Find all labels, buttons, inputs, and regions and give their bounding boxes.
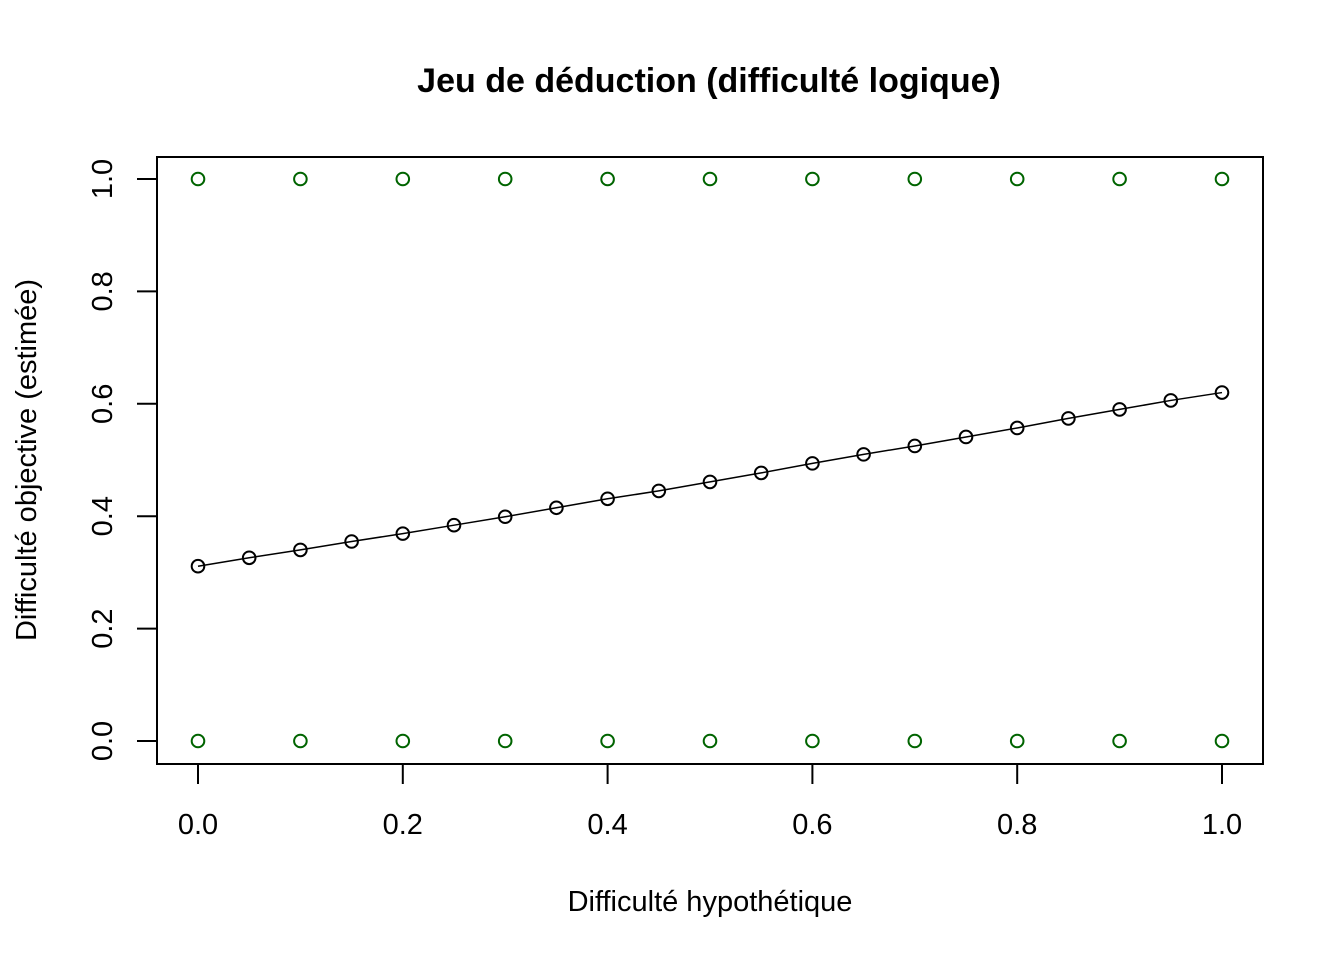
x-tick-label: 1.0 bbox=[1202, 809, 1242, 841]
y-axis: 0.0 0.2 0.4 0.6 0.8 1.0 bbox=[87, 159, 158, 761]
data-point bbox=[1009, 733, 1025, 749]
chart-title: Jeu de déduction (difficulté logique) bbox=[417, 62, 1001, 100]
y-tick-label: 0.2 bbox=[87, 608, 119, 648]
data-point bbox=[805, 456, 820, 471]
data-point bbox=[1214, 733, 1230, 749]
data-point bbox=[395, 526, 411, 541]
y-tick-label: 0.0 bbox=[87, 721, 119, 761]
y-tick-label: 1.0 bbox=[87, 159, 119, 199]
data-point bbox=[907, 438, 923, 454]
data-point bbox=[600, 491, 615, 507]
data-point bbox=[856, 447, 871, 462]
y-tick-label: 0.6 bbox=[87, 384, 119, 424]
data-point bbox=[958, 429, 974, 445]
data-point bbox=[190, 171, 206, 187]
data-point bbox=[805, 733, 820, 749]
data-point bbox=[293, 542, 308, 558]
data-point bbox=[344, 534, 359, 549]
data-point bbox=[1214, 385, 1230, 400]
series-2 bbox=[190, 733, 1230, 749]
data-point bbox=[395, 733, 411, 749]
data-point bbox=[395, 171, 411, 187]
x-tick-label: 0.0 bbox=[178, 809, 218, 841]
y-axis-label: Difficulté objective (estimée) bbox=[11, 279, 43, 641]
x-axis-label: Difficulté hypothétique bbox=[568, 886, 853, 918]
data-point bbox=[190, 733, 206, 749]
data-point bbox=[497, 509, 513, 525]
data-point bbox=[497, 733, 513, 749]
data-point bbox=[1163, 393, 1179, 408]
data-point bbox=[1112, 402, 1127, 417]
data-point bbox=[907, 171, 923, 187]
series-line bbox=[197, 391, 1223, 567]
series-1 bbox=[190, 171, 1230, 187]
y-tick-label: 0.4 bbox=[87, 496, 119, 536]
series-0 bbox=[190, 385, 1230, 574]
x-tick-label: 0.8 bbox=[997, 809, 1037, 841]
data-point bbox=[497, 171, 513, 187]
data-point bbox=[702, 474, 718, 490]
plot-frame bbox=[156, 156, 1264, 765]
data-point bbox=[702, 733, 718, 749]
data-point bbox=[1112, 733, 1127, 749]
data-point bbox=[753, 465, 769, 481]
x-tick-label: 0.2 bbox=[383, 809, 423, 841]
data-point bbox=[190, 558, 206, 574]
data-point bbox=[1214, 171, 1230, 187]
y-tick-label: 0.8 bbox=[87, 271, 119, 311]
data-point bbox=[1009, 171, 1025, 187]
data-point bbox=[1061, 411, 1076, 426]
data-point bbox=[241, 550, 257, 566]
data-point bbox=[1009, 420, 1025, 436]
data-point bbox=[1112, 171, 1127, 187]
series-layer bbox=[190, 171, 1230, 749]
data-point bbox=[600, 171, 615, 187]
data-point bbox=[702, 171, 718, 187]
data-point bbox=[805, 171, 820, 187]
x-tick-label: 0.4 bbox=[587, 809, 627, 841]
data-point bbox=[293, 733, 308, 749]
data-point bbox=[293, 171, 308, 187]
x-tick-label: 0.6 bbox=[792, 809, 832, 841]
data-point bbox=[651, 483, 667, 499]
data-point bbox=[600, 733, 615, 749]
data-point bbox=[549, 500, 564, 516]
x-axis: 0.0 0.2 0.4 0.6 0.8 1.0 bbox=[178, 763, 1242, 841]
data-point bbox=[907, 733, 923, 749]
data-point bbox=[446, 517, 462, 533]
